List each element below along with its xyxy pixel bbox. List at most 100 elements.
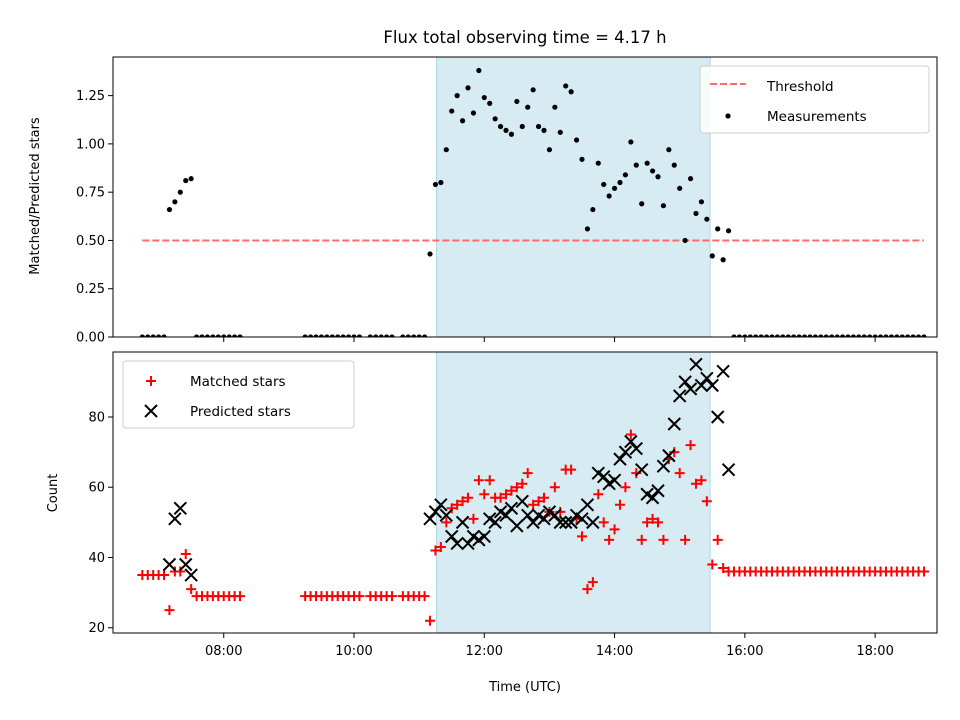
predicted-stars-point [162,557,177,572]
ratio-observing-span [436,56,711,338]
matched-stars-point [631,468,642,479]
ratio-y-tick-label: 0.75 [76,186,105,201]
predicted-stars-point [607,473,622,487]
ratio-axes-frame [112,56,938,338]
predicted-stars-point [662,448,676,463]
matched-stars-point [669,447,680,458]
matched-stars-point [674,468,685,479]
measurement-point [459,118,466,124]
predicted-stars-point [455,515,470,530]
x-axis-label: Time (UTC) [488,680,561,695]
measurement-point [671,162,677,168]
measurement-point [525,104,531,110]
measurement-point [584,226,591,232]
predicted-stars-point [184,568,198,582]
measurement-point [438,179,444,186]
measurement-point [345,334,352,337]
predicted-stars-point [716,364,730,379]
measurement-point [796,334,802,337]
predicted-stars-point [651,484,665,498]
matched-stars-point [582,584,593,595]
measurement-point [378,334,384,337]
measurement-point [644,160,650,166]
predicted-stars-point [499,508,513,523]
matched-stars-point [625,429,636,440]
predicted-stars-point [694,378,709,393]
predicted-stars-point [515,494,529,508]
predicted-stars-point [656,459,671,473]
matched-stars-point [484,475,495,486]
measurement-point [497,123,504,130]
matched-stars-point [647,513,658,524]
measurement-point [535,123,542,130]
measurement-point [850,334,857,337]
predicted-stars-point [461,536,475,551]
measurement-point [226,334,232,337]
measurement-point [595,160,601,166]
predicted-stars-point [613,452,627,466]
measurement-point [373,334,379,337]
matched-stars-point [718,563,729,574]
measurement-point [742,334,748,337]
measurement-point [720,257,726,263]
measurement-point [747,334,753,337]
measurement-point [715,226,721,232]
matched-stars-point [533,496,544,507]
measurement-point [335,334,341,337]
matched-stars-point [479,489,490,500]
measurement-point [823,334,829,337]
measurement-point [883,334,889,337]
predicted-stars-point [445,529,459,544]
ratio-y-tick-label: 1.25 [76,89,105,104]
measurement-point [427,251,433,257]
measurement-point [861,334,867,337]
measurement-point [731,334,737,337]
measurement-point [725,228,732,234]
matched-stars-point [576,531,587,542]
matched-stars-point [642,517,653,528]
matched-stars-point [180,548,191,559]
matched-stars-point [658,534,669,545]
measurement-point [758,334,764,337]
predicted-stars-point [618,445,633,459]
measurement-point [514,98,520,105]
measurement-point [921,334,927,337]
measurement-point [801,334,808,337]
measurement-point [628,139,634,145]
measurement-point [639,201,645,207]
measurement-point [411,334,417,337]
predicted-stars-point [700,371,714,386]
matched-stars-point [441,517,452,528]
predicted-stars-point [521,508,535,523]
measurement-point [704,216,710,222]
predicted-stars-point [629,441,643,456]
matched-stars-point [495,492,506,503]
predicted-stars-point [575,512,589,526]
measurement-point [318,334,325,337]
matched-stars-point [690,478,701,489]
matched-stars-point [636,534,647,545]
measurement-point [829,334,835,337]
predicted-stars-point [559,515,573,530]
measurement-point [139,334,145,337]
measurement-point [237,334,243,337]
measurement-point [161,334,167,337]
measurement-point [155,334,162,337]
count-data [137,357,929,626]
measurement-point [389,334,395,337]
matched-stars-point [387,591,398,602]
measurement-point [199,334,205,337]
x-tick-label: 16:00 [726,644,763,659]
count-y-tick-label: 60 [88,481,105,496]
predicted-stars-point [645,491,660,505]
measurement-point [812,334,819,337]
measurement-point [432,181,439,188]
figure-title: Flux total observing time = 4.17 h [383,28,666,47]
measurement-point [183,177,189,184]
measurement-point [530,87,536,93]
matched-stars-point [522,468,533,479]
measurement-point [905,334,911,337]
measurement-point [215,334,221,337]
predicted-stars-point [168,512,182,526]
